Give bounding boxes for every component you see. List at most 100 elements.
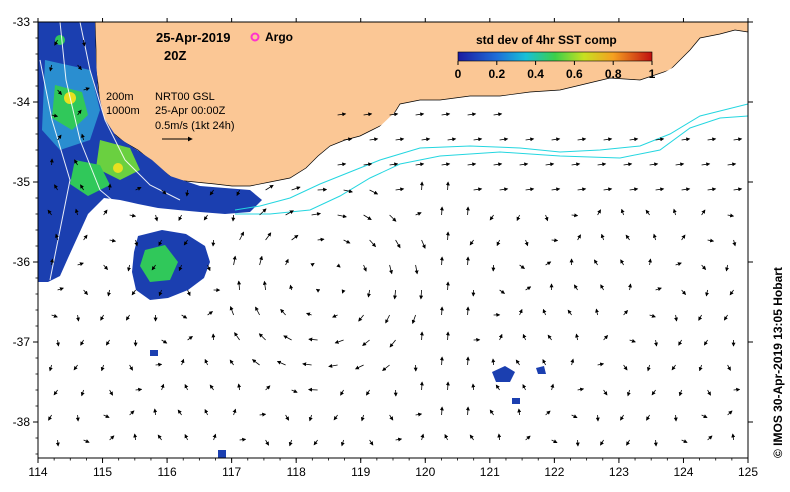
current-arrow [629,137,639,142]
current-arrow [681,187,691,192]
current-arrow [623,162,633,167]
current-arrow [334,339,344,344]
current-arrow [723,314,728,321]
current-arrow [178,264,183,272]
current-arrow [707,137,717,142]
current-arrow [129,364,133,371]
current-arrow [363,162,373,167]
current-arrow [411,314,416,325]
y-tick-label: -36 [13,255,31,269]
current-arrow [284,258,289,266]
x-tick-label: 119 [351,465,370,479]
current-arrow [525,435,531,441]
current-arrow [54,233,59,241]
current-arrow [525,137,535,142]
y-tick-label: -37 [13,335,31,349]
current-arrow [524,239,529,247]
current-arrow [648,258,652,266]
current-arrow [727,162,737,167]
current-arrow [129,410,135,416]
current-arrow [265,232,272,241]
current-arrow [655,287,662,292]
current-arrow [185,189,190,197]
current-arrow [51,113,59,118]
current-arrow [389,214,397,222]
current-arrow [729,289,734,296]
current-arrow [341,289,346,294]
colorbar-tick-label: 0.4 [527,67,544,81]
current-arrow [519,162,529,167]
current-arrow [550,383,555,391]
current-arrow [439,356,444,366]
current-arrow [103,264,108,271]
current-arrow [184,433,189,441]
x-tick-label: 123 [609,465,629,479]
current-arrow [395,187,405,192]
current-arrow [265,184,274,191]
current-arrow [259,412,267,417]
current-arrow [620,208,625,216]
current-arrow [251,359,260,366]
current-arrow [701,162,711,167]
current-arrow [47,209,52,216]
current-arrow [727,410,733,416]
current-arrow [389,112,399,117]
current-arrow [55,339,60,347]
current-arrow [127,264,131,272]
current-arrow [603,137,613,142]
current-arrow [232,255,237,266]
current-arrow [288,439,293,447]
current-arrow [82,39,86,47]
current-arrow [600,284,605,291]
current-arrow [707,238,715,243]
current-arrow [366,389,370,396]
current-arrow [48,364,53,372]
current-arrow [154,214,159,222]
y-tick-label: -35 [13,175,31,189]
contour-1000-label: 1000m [106,105,140,117]
current-arrow [493,112,503,117]
colorbar-tick-label: 0.2 [488,67,505,81]
current-arrow [161,189,167,195]
current-arrow [415,112,425,117]
current-arrow [698,364,703,372]
current-arrow [80,339,85,346]
current-arrow [109,435,115,441]
current-arrow [239,437,247,442]
current-arrow [441,162,451,167]
current-arrow [103,414,110,418]
current-arrow [421,239,426,249]
current-arrow [160,383,165,391]
current-arrow [328,363,338,368]
current-arrow [131,289,136,296]
current-arrow [544,214,549,222]
colorbar [457,51,653,62]
current-arrow [603,389,608,396]
current-arrow [651,389,656,396]
x-tick-label: 115 [93,465,112,479]
scale-label: 0.5m/s (1kt 24h) [155,120,234,132]
current-arrow [675,262,682,266]
x-tick-label: 120 [415,465,435,479]
current-arrow [493,162,503,167]
current-arrow [703,339,708,346]
y-axis: -33 -34 -35 -36 -37 -38 [13,15,753,455]
current-arrow [727,364,731,371]
current-arrow [204,408,209,416]
current-arrow [280,308,286,316]
current-arrow [733,137,743,142]
current-arrow [419,289,424,300]
current-arrow [603,187,613,192]
current-arrow [571,162,581,167]
current-arrow [234,332,240,341]
current-arrow [157,434,162,441]
current-arrow [100,314,105,321]
current-arrow [629,187,639,192]
current-arrow [545,261,552,266]
current-arrow [522,384,527,391]
current-arrow [725,264,730,272]
y-tick-label: -38 [13,415,31,429]
y-tick-label: -33 [13,15,31,29]
current-arrow [465,256,470,266]
